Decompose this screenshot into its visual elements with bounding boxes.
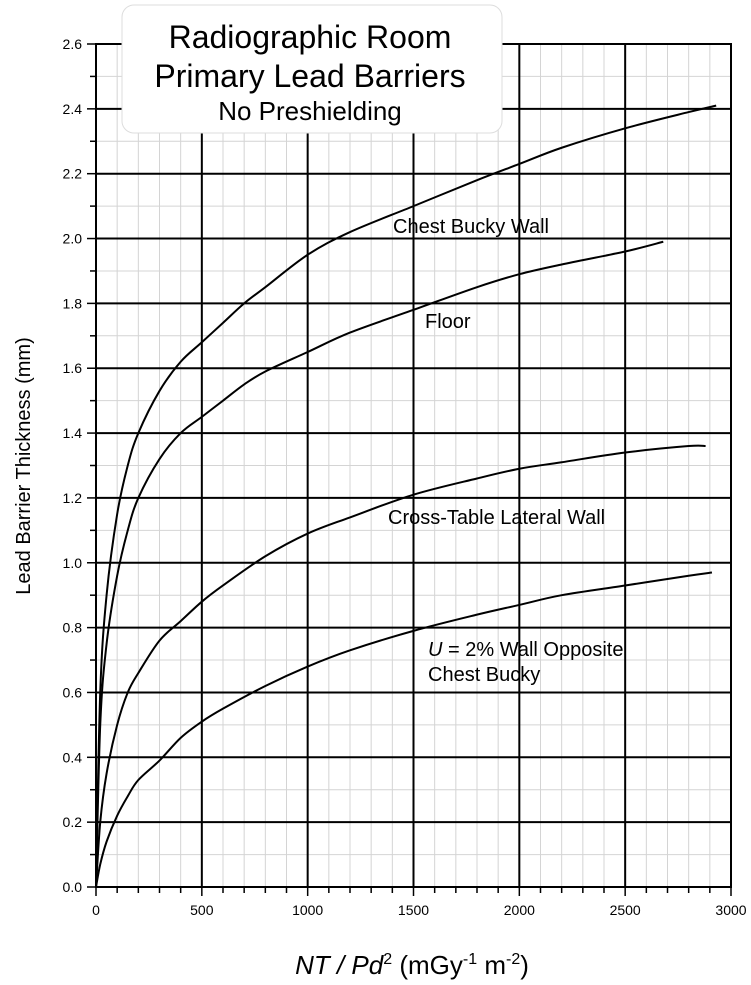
x-tick-label: 1000 [292,902,323,918]
series-label-text: Floor [425,311,471,333]
x-tick-label: 0 [92,902,100,918]
series-labels: Chest Bucky Wall Floor Cross-Table Lateral… [388,216,623,686]
series-line-0 [95,104,717,888]
y-tick-label: 2.4 [63,101,83,117]
x-tick-labels: 0 500 1000 1500 2000 2500 3000 [92,902,747,918]
y-tick-label: 1.0 [63,555,83,571]
y-tick-label: 1.8 [63,295,83,311]
x-tick-label: 1500 [398,902,429,918]
x-axis-label-mid2: m [477,950,506,980]
series-line-3 [95,571,713,888]
x-tick-label: 500 [190,902,214,918]
y-tick-label: 2.6 [63,36,83,52]
series-label-1-line-0: Floor [425,311,471,333]
chart-title-line-3: No Preshielding [218,96,402,126]
series-label-text: Cross-Table Lateral Wall [388,507,605,529]
x-axis-label-sup2: -1 [463,951,477,968]
x-axis-label-mid: (mGy [392,950,463,980]
x-tick-label: 2500 [610,902,641,918]
title-box-background [121,4,503,134]
series-line-1 [95,240,664,888]
x-axis-label-prefix: NT / Pd [295,950,385,980]
y-tick-label: 2.2 [63,166,83,182]
series-label-0-line-0: Chest Bucky Wall [393,216,549,238]
series-label-text: Chest Bucky Wall [393,216,549,238]
chart-title-line-2: Primary Lead Barriers [154,58,465,94]
y-tick-label: 1.4 [63,425,83,441]
series-line-2 [95,444,706,888]
y-tick-label: 0.4 [63,749,83,765]
series-label-3-line-0: U = 2% Wall Opposite [428,639,623,661]
x-tick-label: 2000 [504,902,535,918]
title-box: Radiographic Room Primary Lead Barriers … [121,4,503,134]
y-tick-label: 1.2 [63,490,83,506]
series-label-2-line-0: Cross-Table Lateral Wall [388,507,605,529]
series-label-text: Chest Bucky [428,664,540,686]
chart-title-line-1: Radiographic Room [169,19,452,55]
y-tick-label: 1.6 [63,360,83,376]
y-tick-label: 0.6 [63,684,83,700]
y-tick-label: 0.8 [63,620,83,636]
series-label-3-line-1: Chest Bucky [428,664,540,686]
series-lines [95,104,717,888]
x-axis-label: NT / Pd2 (mGy-1 m-2) [295,950,529,980]
y-axis-label: Lead Barrier Thickness (mm) [13,337,35,594]
y-tick-label: 2.0 [63,231,83,247]
y-tick-label: 0.0 [63,879,83,895]
major-grid [96,44,731,887]
y-tick-label: 0.2 [63,814,83,830]
x-axis-label-sup3: -2 [506,951,520,968]
x-axis-label-suffix: ) [520,950,529,980]
y-tick-labels: 0.0 0.2 0.4 0.6 0.8 1.0 1.2 1.4 1.6 1.8 2.0 2.2 2.4 2… [63,36,83,895]
x-axis-label-sup1: 2 [383,951,392,968]
series-label-italic: U [428,639,443,661]
series-label-text: = 2% Wall Opposite [442,639,623,661]
x-tick-label: 3000 [715,902,746,918]
